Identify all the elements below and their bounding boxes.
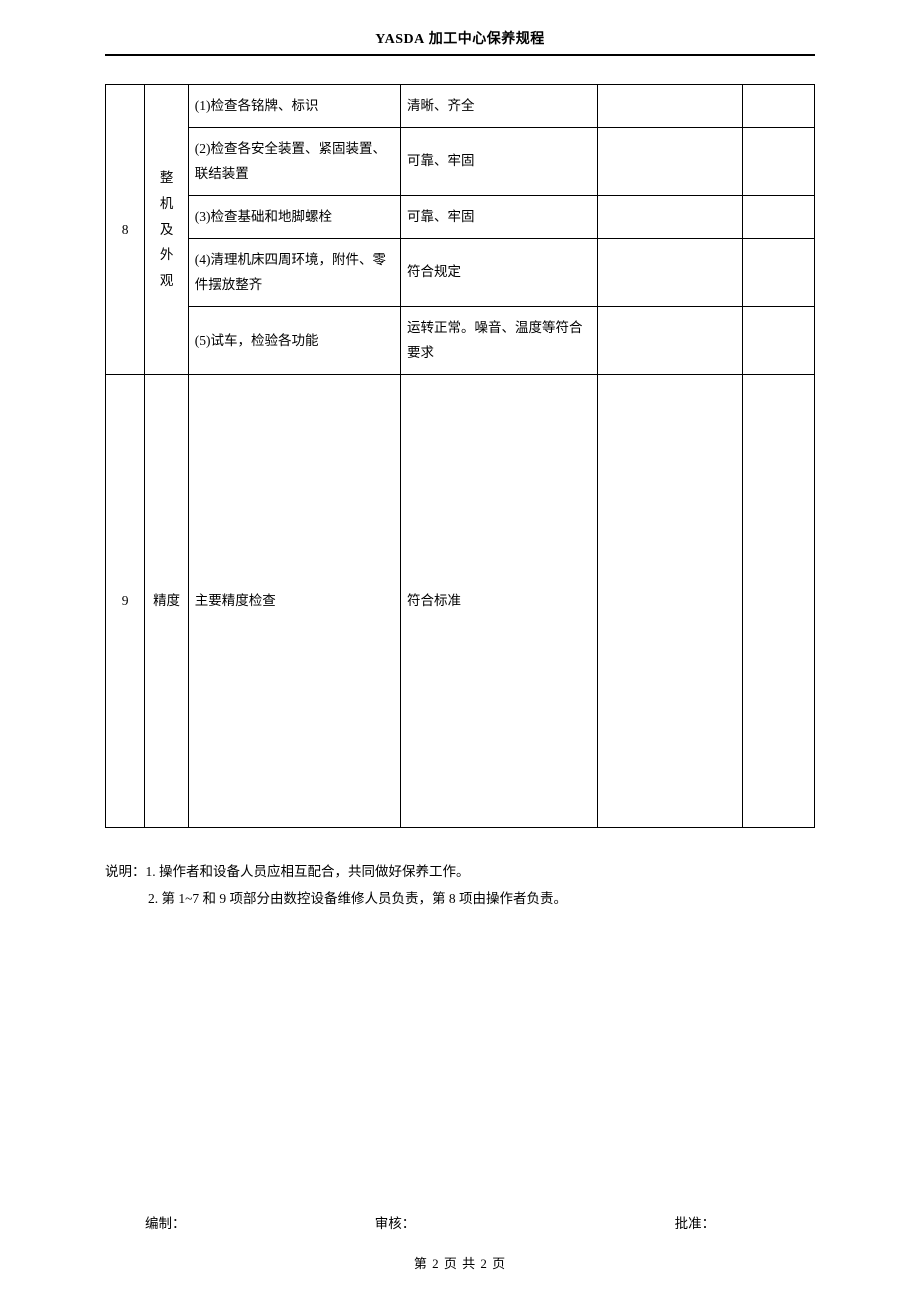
maintenance-table: 8 整机及外观 (1)检查各铭牌、标识 清晰、齐全 (2)检查各安全装置、紧固装… (105, 84, 815, 828)
row-number: 9 (106, 375, 145, 828)
header-title-en: YASDA (375, 32, 424, 47)
page-footer: 第 2 页 共 2 页 (0, 1253, 920, 1272)
notes-line1: 1. 操作者和设备人员应相互配合，共同做好保养工作。 (146, 864, 470, 879)
item-cell: (2)检查各安全装置、紧固装置、联结装置 (188, 127, 400, 195)
table-row: (5)试车，检验各功能 运转正常。噪音、温度等符合要求 (106, 306, 815, 374)
standard-cell: 清晰、齐全 (400, 85, 597, 128)
table-row: 9 精度 主要精度检查 符合标准 (106, 375, 815, 828)
table-row: (3)检查基础和地脚螺栓 可靠、牢固 (106, 195, 815, 238)
blank-cell (597, 85, 742, 128)
blank-cell (597, 195, 742, 238)
signature-reviewed: 审核： (375, 1212, 645, 1232)
signature-prepared: 编制： (105, 1212, 375, 1232)
standard-cell: 可靠、牢固 (400, 195, 597, 238)
notes-line2: 2. 第 1~7 和 9 项部分由数控设备维修人员负责，第 8 项由操作者负责。 (105, 885, 815, 912)
table-row: 8 整机及外观 (1)检查各铭牌、标识 清晰、齐全 (106, 85, 815, 128)
notes-block: 说明：1. 操作者和设备人员应相互配合，共同做好保养工作。 2. 第 1~7 和… (105, 858, 815, 912)
standard-cell: 符合规定 (400, 238, 597, 306)
blank-cell (742, 127, 814, 195)
row-category: 整机及外观 (145, 85, 188, 375)
blank-cell (597, 127, 742, 195)
blank-cell (597, 238, 742, 306)
page-header: YASDA 加工中心保养规程 (105, 28, 815, 56)
standard-cell: 符合标准 (400, 375, 597, 828)
item-cell: 主要精度检查 (188, 375, 400, 828)
blank-cell (742, 375, 814, 828)
row-category: 精度 (145, 375, 188, 828)
signature-approved: 批准： (645, 1212, 815, 1232)
blank-cell (742, 195, 814, 238)
signature-row: 编制： 审核： 批准： (105, 1212, 815, 1232)
item-cell: (3)检查基础和地脚螺栓 (188, 195, 400, 238)
table-row: (4)清理机床四周环境，附件、零件摆放整齐 符合规定 (106, 238, 815, 306)
notes-prefix: 说明： (105, 864, 146, 879)
blank-cell (742, 306, 814, 374)
table-row: (2)检查各安全装置、紧固装置、联结装置 可靠、牢固 (106, 127, 815, 195)
standard-cell: 可靠、牢固 (400, 127, 597, 195)
item-cell: (5)试车，检验各功能 (188, 306, 400, 374)
blank-cell (597, 306, 742, 374)
header-title-zh: 加工中心保养规程 (425, 32, 545, 47)
standard-cell: 运转正常。噪音、温度等符合要求 (400, 306, 597, 374)
blank-cell (597, 375, 742, 828)
row-number: 8 (106, 85, 145, 375)
item-cell: (4)清理机床四周环境，附件、零件摆放整齐 (188, 238, 400, 306)
blank-cell (742, 238, 814, 306)
blank-cell (742, 85, 814, 128)
item-cell: (1)检查各铭牌、标识 (188, 85, 400, 128)
